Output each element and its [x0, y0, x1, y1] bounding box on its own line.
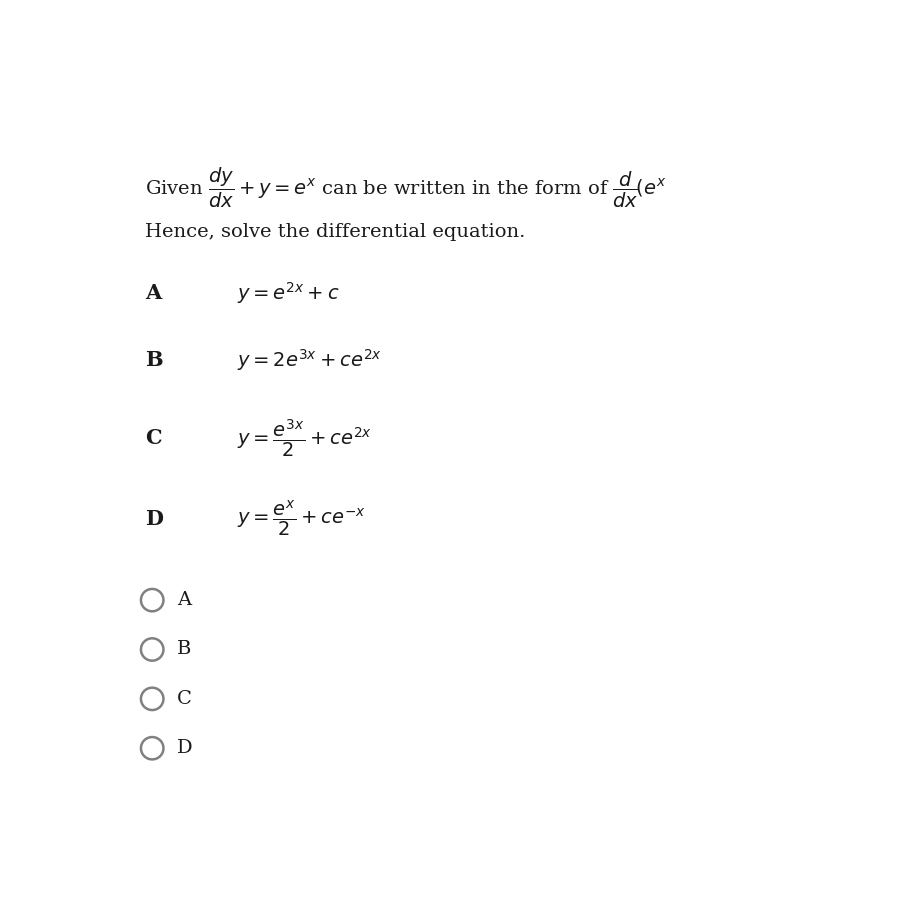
Text: $y = \dfrac{e^{x}}{2} + ce^{-x}$: $y = \dfrac{e^{x}}{2} + ce^{-x}$: [237, 499, 366, 539]
Text: A: A: [145, 283, 162, 303]
Text: A: A: [177, 591, 191, 609]
Text: $y = \dfrac{e^{3x}}{2} + ce^{2x}$: $y = \dfrac{e^{3x}}{2} + ce^{2x}$: [237, 417, 371, 459]
Text: D: D: [145, 509, 163, 529]
Text: C: C: [177, 690, 192, 708]
Text: B: B: [177, 640, 192, 659]
Text: D: D: [177, 739, 192, 758]
Text: C: C: [145, 428, 162, 448]
Text: B: B: [145, 350, 163, 370]
Text: $y = e^{2x} + c$: $y = e^{2x} + c$: [237, 280, 340, 306]
Text: Hence, solve the differential equation.: Hence, solve the differential equation.: [145, 223, 526, 241]
Text: $y = 2e^{3x} + ce^{2x}$: $y = 2e^{3x} + ce^{2x}$: [237, 347, 381, 373]
Text: Given $\dfrac{dy}{dx} + y = e^x$ can be written in the form of $\dfrac{d}{dx}\!\: Given $\dfrac{dy}{dx} + y = e^x$ can be …: [145, 167, 666, 211]
